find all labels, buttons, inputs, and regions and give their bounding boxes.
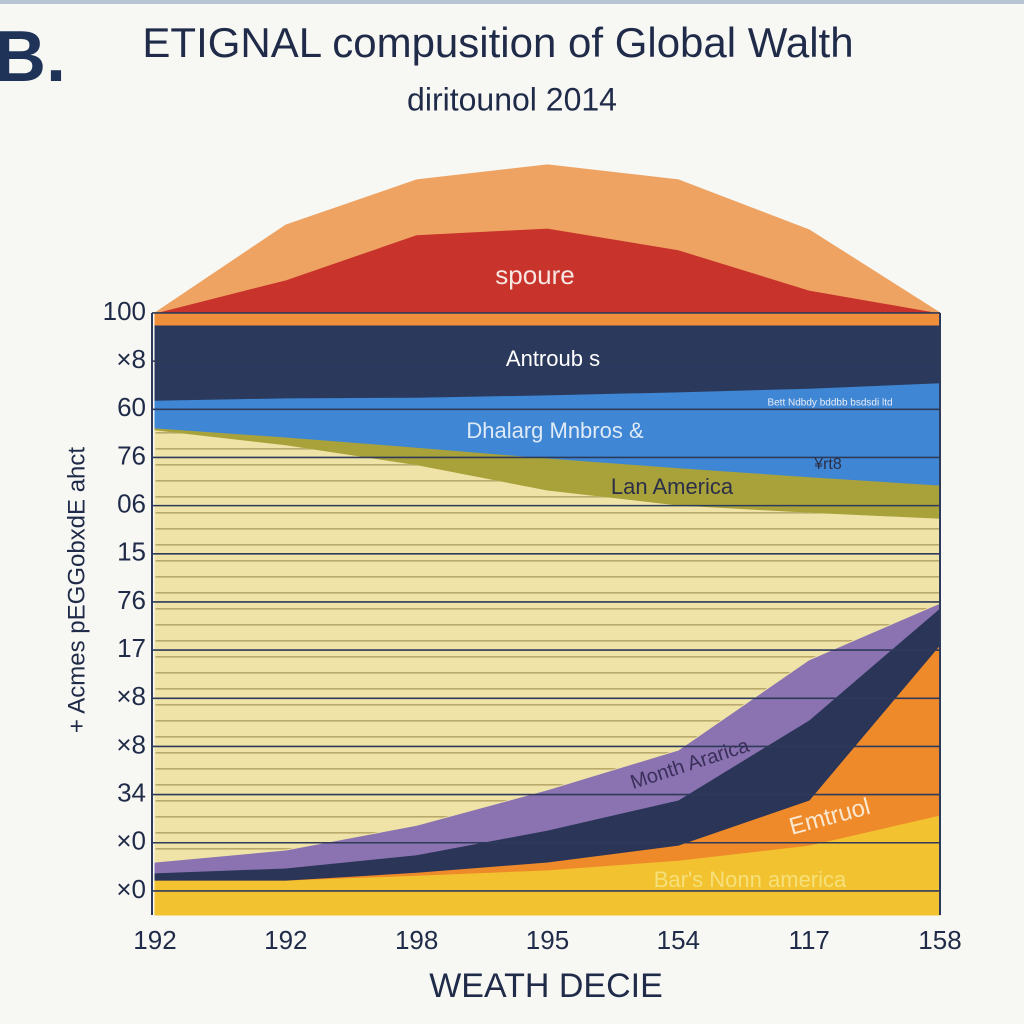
x-tick-label: 158 — [918, 925, 961, 955]
y-tick-label: 06 — [117, 488, 146, 518]
area — [154, 312, 941, 326]
x-tick-label: 154 — [657, 925, 700, 955]
y-tick-label: ×8 — [116, 344, 146, 374]
series-label: spoure — [495, 260, 575, 290]
y-tick-label: ×8 — [116, 729, 146, 759]
y-tick-label: 34 — [117, 777, 146, 807]
y-tick-label: 15 — [117, 537, 146, 567]
chart-title: ETIGNAL compusition of Global Walth — [142, 19, 853, 66]
x-tick-label: 192 — [133, 925, 176, 955]
chart-subtitle: diritounol 2014 — [407, 81, 617, 117]
y-axis-label: + Acmes pEGGobxdE ahct — [63, 447, 90, 733]
corner-mark: B. — [0, 17, 66, 97]
series-label: Antroub s — [506, 346, 600, 371]
y-tick-label: ×0 — [116, 874, 146, 904]
y-tick-label: ×0 — [116, 826, 146, 856]
y-tick-label: 100 — [103, 296, 146, 326]
y-tick-label: 17 — [117, 633, 146, 663]
x-tick-label: 198 — [395, 925, 438, 955]
y-tick-label: 76 — [117, 585, 146, 615]
y-tick-label: ×8 — [116, 681, 146, 711]
series-label: Lan America — [611, 474, 734, 499]
series-label: Bar's Nonn america — [654, 867, 847, 892]
x-axis-label: WEATH DECIE — [429, 967, 663, 1005]
y-tick-label: 60 — [117, 392, 146, 422]
series-label: Dhalarg Mnbros & — [466, 418, 644, 443]
annotation: Bett Ndbdy bddbb bsdsdi ltd — [767, 398, 892, 409]
plot-area: 100 ×8 60 76 06 15 76 17 ×8 ×8 34 ×0 ×0 192 192 198 195 1… — [103, 164, 962, 955]
annotation: ¥rt8 — [813, 456, 842, 473]
top-border — [0, 0, 1024, 4]
x-tick-label: 195 — [526, 925, 569, 955]
x-tick-label: 192 — [264, 925, 307, 955]
y-tick-label: 76 — [117, 440, 146, 470]
x-tick-label: 117 — [788, 925, 829, 955]
